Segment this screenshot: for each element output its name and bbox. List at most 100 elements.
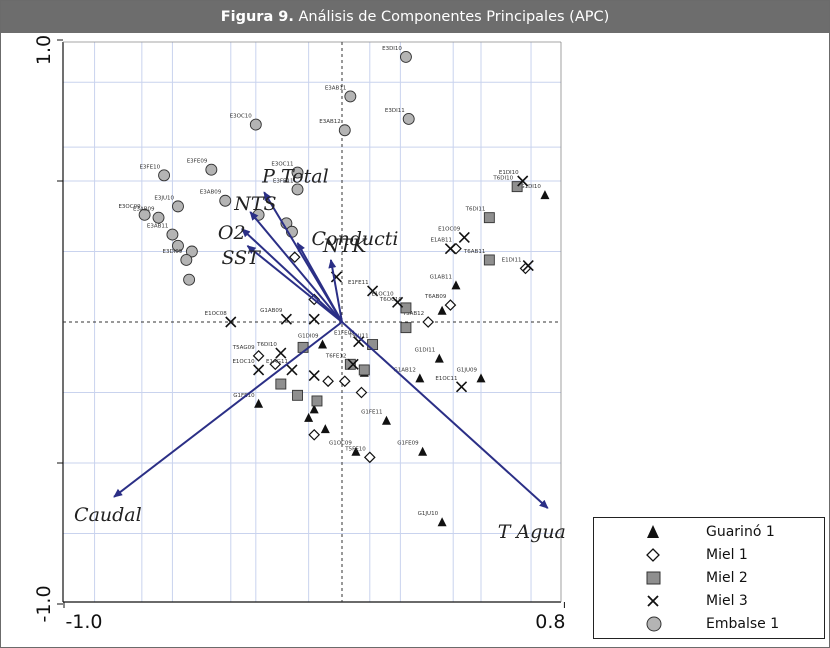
point-embalse-1: [291, 183, 304, 196]
legend-item-miel-1: Miel 1: [594, 545, 824, 567]
circle-marker-icon: [646, 616, 662, 632]
point-embalse-1: [219, 194, 232, 207]
point-label: E1FE11: [348, 280, 369, 286]
vector-label: O2: [218, 222, 246, 244]
point-miel-3: [353, 336, 365, 348]
point-miel-1: [322, 375, 334, 388]
legend-item-miel-2: Miel 2: [594, 568, 824, 590]
point-embalse-1: [249, 118, 262, 131]
point-label: T6AB09: [424, 294, 447, 300]
point-label: E3OC10: [230, 114, 253, 120]
point-miel-3: [280, 313, 292, 325]
point-label: T6AB11: [463, 249, 485, 255]
point-label: E3AB11: [147, 224, 169, 230]
point-embalse-1: [172, 239, 184, 252]
point-label: E3FE10: [139, 164, 160, 170]
point-miel-1: [252, 349, 265, 362]
point-miel-2: [275, 378, 287, 390]
point-miel-1: [338, 375, 351, 388]
point-embalse-1: [185, 245, 198, 258]
point-label: G1DI11: [415, 348, 436, 354]
point-miel-3: [275, 347, 287, 359]
point-miel-2: [511, 181, 523, 193]
vector-arrow: [249, 211, 343, 323]
point-embalse-1: [172, 200, 184, 213]
point-label: G1JU09: [457, 367, 478, 373]
point-guarino: [351, 446, 361, 456]
point-label: G1FE11: [361, 410, 382, 416]
point-embalse-1: [205, 163, 218, 176]
vector-label: NTS: [233, 193, 276, 215]
point-label: G1DI10: [520, 184, 541, 190]
point-miel-1: [444, 299, 457, 311]
point-guarino: [415, 373, 425, 383]
point-label: E3AB11: [325, 85, 347, 91]
point-guarino: [434, 353, 444, 363]
point-miel-3: [458, 231, 470, 243]
legend-item-embalse-1: Embalse 1: [594, 614, 824, 636]
vector-arrow: [341, 321, 549, 509]
point-miel-2: [311, 395, 323, 407]
point-embalse-1: [152, 211, 165, 224]
point-miel-3: [347, 358, 359, 370]
point-label: E1AG11: [266, 359, 288, 365]
point-label: E1OC10: [371, 291, 394, 297]
point-label: T6FE12: [325, 353, 347, 359]
vector-label: SST: [221, 247, 261, 269]
triangle-marker-icon: [647, 525, 659, 538]
point-label: T6DI10: [256, 342, 277, 348]
point-guarino: [254, 398, 264, 408]
point-embalse-1: [399, 50, 412, 63]
point-label: E3DI10: [382, 46, 402, 52]
loading-vectors: P Total NTS Conducti O2 NTK SST Caudal T Agua: [74, 165, 566, 543]
point-label: G1AB12: [394, 367, 416, 373]
figure-number: Figura 9.: [220, 9, 294, 25]
point-miel-3: [522, 260, 534, 272]
square-marker-icon: [646, 571, 661, 585]
point-embalse-1: [402, 113, 415, 125]
point-miel-2: [292, 389, 303, 401]
vector-arrow: [113, 321, 343, 498]
point-guarino: [304, 412, 314, 422]
legend-item-miel-3: Miel 3: [594, 591, 824, 613]
point-label: E1FE09: [334, 331, 355, 337]
legend-label: Miel 2: [706, 570, 748, 586]
point-label: T5FE10: [344, 446, 366, 452]
point-label: E1AB11: [430, 238, 452, 244]
point-miel-2: [400, 302, 412, 314]
point-label: E3FE09: [187, 159, 208, 165]
point-miel-2: [367, 339, 379, 351]
vector-arrow: [296, 242, 343, 323]
point-miel-3: [392, 296, 404, 308]
point-miel-3: [308, 370, 320, 382]
cross-marker-icon: [647, 595, 659, 607]
point-miel-1: [363, 451, 376, 464]
point-label: E3AB09: [133, 207, 155, 213]
point-label: E1OC11: [435, 376, 457, 382]
point-label: G1DI09: [298, 334, 319, 340]
point-miel-3: [308, 313, 320, 325]
y-tick-label: 1.0: [33, 35, 55, 65]
vector-arrow: [328, 258, 343, 323]
point-label: E3AB09: [200, 190, 222, 196]
vector-label: T Agua: [498, 521, 566, 543]
point-label: E3OC09: [118, 204, 141, 210]
point-embalse-1: [291, 166, 304, 179]
point-label: T6DI10: [492, 176, 513, 182]
figure-title: Análisis de Componentes Principales (APC…: [293, 9, 610, 25]
point-label: G1OC09: [329, 441, 352, 447]
point-miel-1: [288, 251, 301, 263]
point-label: E1OC08: [205, 311, 228, 317]
point-label: T5AB12: [402, 311, 424, 317]
point-embalse-1: [166, 228, 179, 241]
point-label: G1JU10: [418, 511, 439, 517]
diamond-marker-icon: [646, 548, 660, 562]
point-label: E1OC09: [438, 226, 461, 232]
point-label: T6OC10: [379, 297, 403, 303]
figure-header: Figura 9. Análisis de Componentes Princi…: [1, 1, 829, 33]
legend-label: Guarinó 1: [706, 524, 775, 540]
x-tick-label: -1.0: [65, 611, 102, 633]
point-miel-2: [483, 254, 495, 266]
point-miel-3: [225, 316, 237, 328]
